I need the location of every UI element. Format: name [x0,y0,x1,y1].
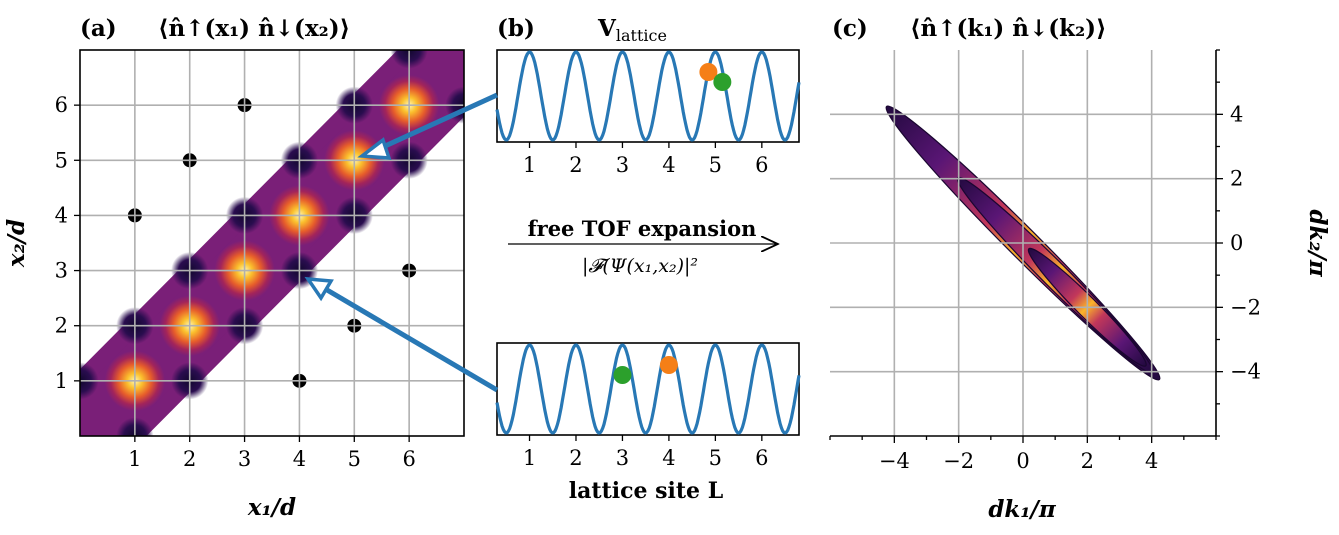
panel-b-title-main: V [597,15,617,42]
x-tick-label: 3 [616,446,629,470]
x-tick-label: 0 [1016,449,1029,473]
connector-top-line [370,92,499,155]
x-tick-label: 3 [616,153,629,177]
x-tick-label: 2 [183,447,196,471]
panel-a-frame [79,49,465,437]
x-tick-label: 2 [569,153,582,177]
panel-c-xlabel: dk₁/π [988,496,1056,523]
x-tick-label: 4 [293,447,306,471]
connector-arrows [304,92,499,393]
x-tick-label: 6 [402,447,415,471]
x-tick-label: 2 [569,446,582,470]
panel-c-letter: (c) [832,15,868,42]
x-tick-label: 6 [755,153,768,177]
connector-top-head [357,137,392,160]
panel-b-bottom-lattice: 1 2 3 4 5 6 [495,342,801,470]
y-tick-label: 4 [55,203,68,227]
stripe-edge [885,105,1161,381]
x-tick-label: 1 [523,153,536,177]
y-tick-label: 1 [55,369,68,393]
lattice-potential-curve [495,50,801,142]
x-tick-label: 3 [238,447,251,471]
y-tick-label: 5 [55,148,68,172]
panel-b-title-sub: lattice [616,26,667,45]
lattice-minimum [445,0,482,14]
x-tick-label: 5 [709,446,722,470]
x-tick-label: 4 [1145,449,1158,473]
panel-c-ylabel: dk₂/π [1304,209,1331,277]
panel-b-xlabel: lattice site L [569,478,723,504]
stripe-edge [956,176,1154,374]
panel-a-ylabel: x₂/d [3,219,30,268]
y-tick-label: 4 [1230,102,1243,126]
x-tick-label: 5 [348,447,361,471]
particle-down [613,366,632,384]
particle-up [699,63,718,81]
x-tick-label: 2 [1081,449,1094,473]
particle-down [713,73,732,91]
x-tick-label: −4 [879,449,910,473]
panel-a-letter: (a) [80,15,117,42]
panel-a-heatmap [80,0,482,436]
y-tick-label: 2 [55,314,68,338]
tof-label-bottom: |𝓕(Ψ(x₁,x₂)|² [582,255,698,277]
x-tick-label: −2 [943,449,974,473]
x-tick-label: 4 [662,446,675,470]
x-tick-label: 4 [662,153,675,177]
x-tick-label: 1 [128,447,141,471]
y-tick-label: 2 [1230,167,1243,191]
stripe-edge [1027,247,1147,367]
particle-up [659,356,678,374]
panel-b-letter: (b) [497,15,535,42]
x-tick-label: 1 [523,446,536,470]
y-tick-label: 0 [1230,231,1243,255]
y-tick-label: 3 [55,259,68,283]
connector-bottom-line [320,284,499,393]
panel-a-xlabel: x₁/d [247,494,296,521]
y-tick-label: −4 [1230,360,1261,384]
panel-c-heatmap [830,50,1216,436]
connector-bottom-head [304,276,334,302]
panel-a-title: ⟨n̂↑(x₁) n̂↓(x₂)⟩ [158,15,350,42]
y-tick-label: −2 [1230,295,1261,319]
x-tick-label: 6 [755,446,768,470]
panel-b-top-lattice: 1 2 3 4 5 6 [495,49,801,177]
y-tick-label: 6 [55,93,68,117]
panel-b-title: Vlattice [597,15,667,45]
tof-label-top: free TOF expansion [528,216,757,241]
x-tick-label: 5 [709,153,722,177]
panel-c-title: ⟨n̂↑(k₁) n̂↓(k₂)⟩ [910,15,1107,42]
lattice-potential-curve [495,343,801,435]
